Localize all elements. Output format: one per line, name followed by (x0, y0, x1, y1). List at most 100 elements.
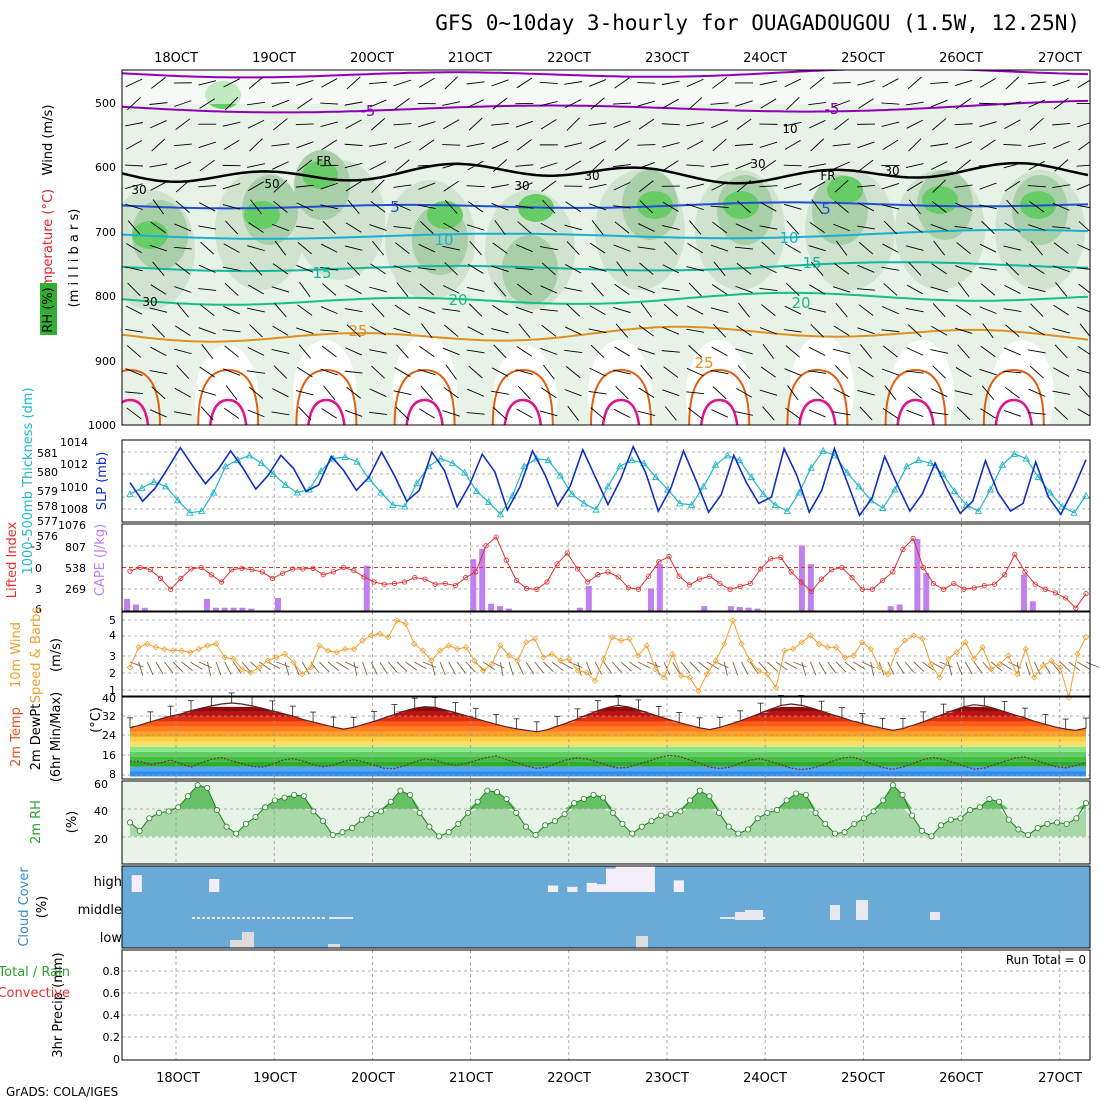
wind-barb (712, 386, 727, 400)
wind10-barb (629, 661, 642, 671)
temp-band (130, 736, 1086, 742)
rh-legend-swatch (40, 283, 57, 335)
wind-barb (956, 406, 971, 421)
wind-barb (225, 220, 239, 235)
wind-barb (590, 344, 605, 358)
wind-barb (1053, 242, 1069, 254)
wind-barb (320, 306, 338, 315)
wind-barb (834, 179, 849, 193)
wind-barb (1027, 411, 1046, 415)
temp2m-tick: 40 (102, 692, 116, 705)
wind-barb (466, 224, 485, 231)
wind-barb (125, 266, 143, 272)
rh2m-panel: 60 40 20 2m RH (%) (29, 778, 1090, 864)
rh2m-marker (1054, 819, 1061, 826)
wind-barb (784, 243, 801, 254)
thickness-marker (819, 446, 827, 454)
wind-barb (954, 327, 973, 334)
wind-barb (492, 304, 508, 316)
lifted-index-marker (401, 579, 408, 585)
wind-barb (979, 182, 997, 190)
wind-barb (1028, 160, 1045, 171)
wind-barb (1076, 204, 1090, 209)
lifted-index-marker (1073, 605, 1079, 611)
cape-bar (1020, 574, 1027, 611)
li-tick: -3 (31, 540, 42, 553)
slp-tick: 1014 (60, 436, 88, 449)
rh2m-band (130, 836, 1086, 864)
thickness-marker (413, 479, 421, 487)
wind-barb (638, 325, 654, 337)
lifted-index-marker (646, 573, 652, 579)
slp-tick: 1010 (60, 481, 88, 494)
wind-barb (272, 388, 289, 398)
ylabel-wind10: 10m Wind (9, 622, 24, 688)
wind-barb (786, 96, 800, 111)
wind-barb (785, 407, 801, 420)
rh2m-marker (764, 809, 771, 816)
ylabel-wind: Wind (m/s) (41, 105, 56, 176)
wind-barb (370, 117, 386, 131)
wind10-marker (1082, 634, 1090, 641)
lifted-index-marker (1063, 595, 1069, 601)
wind-barb (225, 385, 238, 401)
wind-barb (637, 348, 656, 355)
wind-barb (223, 243, 240, 253)
wind-barb (393, 390, 412, 396)
wind-barb (321, 139, 337, 151)
ylabel-degc: (°C) (89, 707, 104, 733)
rh2m-marker (426, 823, 433, 830)
wind-barb (222, 121, 241, 127)
wind-barb (736, 118, 752, 130)
wind-barb (590, 158, 605, 173)
wind-barb (613, 163, 631, 168)
wind10-marker (1022, 645, 1029, 653)
lifted-index-marker (747, 580, 753, 587)
rh2m-marker (165, 808, 172, 815)
thickness-marker (771, 501, 780, 508)
wind-barb (930, 388, 948, 398)
wind-barb (760, 159, 777, 172)
wind-barb (931, 200, 947, 213)
wind10-barb (345, 661, 359, 669)
rh-contour-label: 50 (264, 177, 279, 191)
wind-barb (467, 99, 484, 108)
frame-cross-section (121, 69, 1091, 426)
wind10-marker (626, 635, 633, 643)
wind-barb (517, 221, 532, 234)
lifted-index-marker (727, 586, 733, 592)
rh2m-tick: 60 (94, 778, 108, 791)
wind-barb (760, 264, 777, 274)
wind-barb (785, 345, 800, 358)
thickness-marker (197, 507, 206, 515)
wind-barb (1076, 267, 1090, 270)
rh-contour-label: 30 (584, 169, 599, 183)
wind-barb (247, 347, 265, 356)
wind-barb (908, 138, 922, 152)
wind-barb (247, 119, 265, 129)
wind-barb (466, 81, 485, 85)
wind-barb (515, 244, 533, 253)
rh2m-marker (580, 795, 587, 802)
bottom-date-label: 19OCT (253, 1071, 297, 1086)
wind-barb (491, 122, 509, 126)
wind10-barb (301, 661, 310, 675)
lifted-index-marker (483, 543, 489, 549)
wind-barb (151, 77, 166, 89)
wind-barb (1076, 164, 1090, 167)
isotherm-minus5 (122, 99, 1089, 114)
wind10-marker (445, 642, 452, 649)
rh2m-marker (938, 822, 945, 829)
wind10-marker (703, 670, 711, 678)
wind10-barb (973, 661, 983, 674)
wind-barb (710, 205, 729, 209)
wind-barb (175, 200, 190, 214)
isotherm-label-freezing: FR (820, 169, 835, 183)
thickness-markers (126, 446, 1090, 518)
wind-barb (371, 365, 385, 379)
rh-contour-70 (827, 176, 863, 204)
rh2m-markers (127, 782, 1090, 840)
temp-band (130, 711, 1086, 717)
wind-barb (468, 365, 483, 379)
ylabel-rh2m: 2m RH (29, 800, 44, 844)
